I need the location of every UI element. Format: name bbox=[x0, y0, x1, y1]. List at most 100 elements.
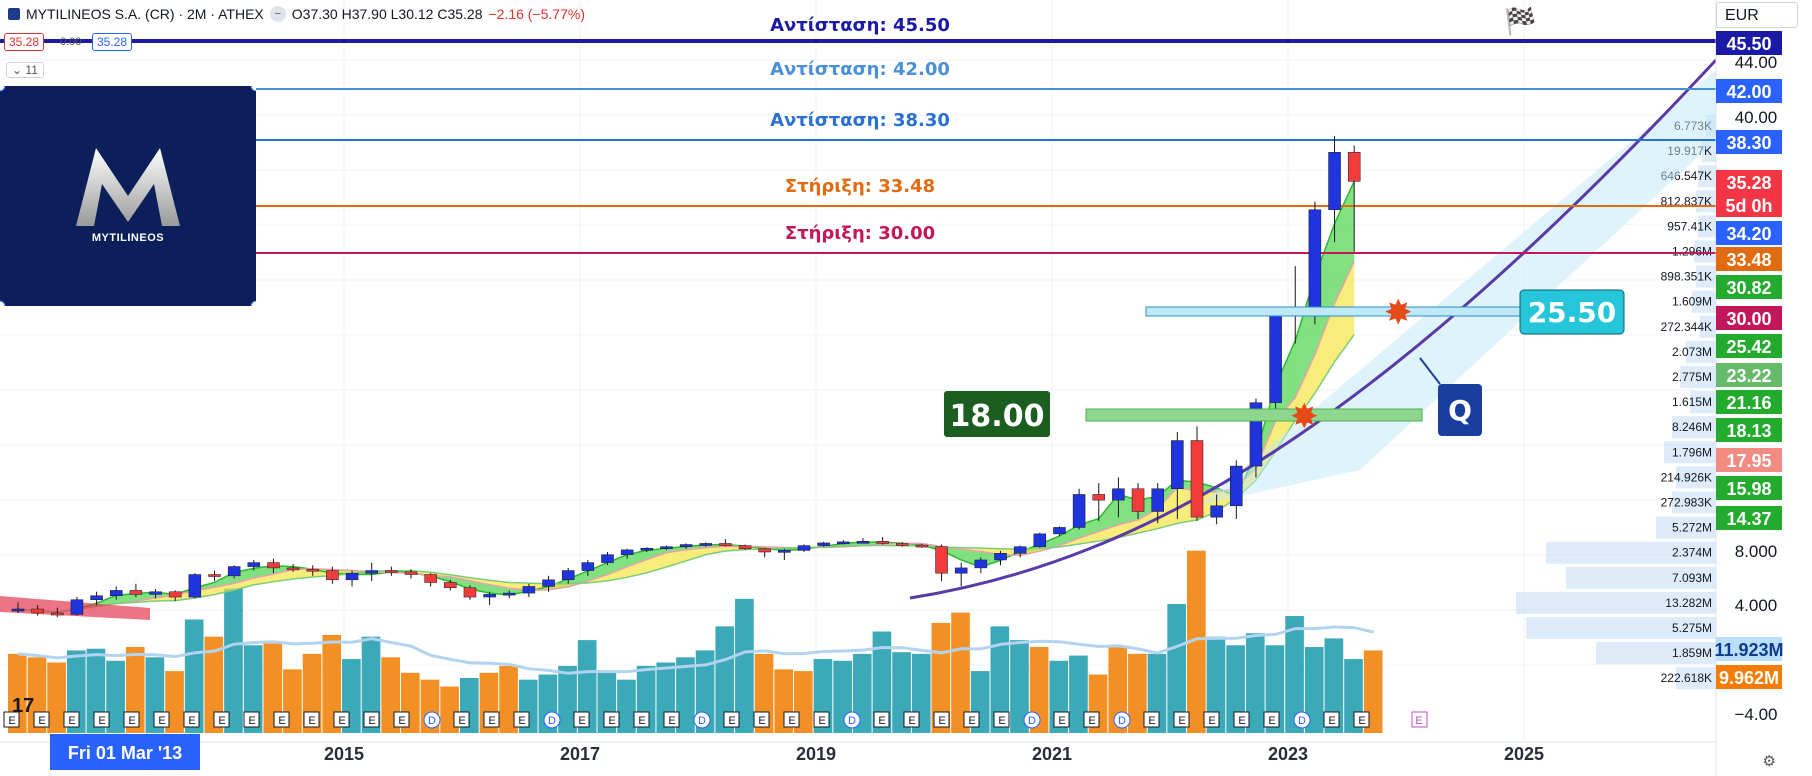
dividend-marker[interactable] bbox=[693, 711, 711, 729]
earnings-marker[interactable] bbox=[213, 711, 230, 728]
dividend-marker[interactable] bbox=[543, 711, 561, 729]
earnings-marker[interactable] bbox=[903, 711, 920, 728]
candle-body bbox=[994, 553, 1007, 561]
dividend-marker[interactable] bbox=[843, 711, 861, 729]
q-pointer bbox=[1419, 357, 1441, 385]
chevron-down-icon: ⌄ bbox=[12, 63, 23, 77]
earnings-marker[interactable] bbox=[1173, 711, 1190, 728]
earnings-marker[interactable] bbox=[573, 711, 590, 728]
burst-icon: ✸ bbox=[1290, 398, 1319, 436]
earnings-marker[interactable] bbox=[1203, 711, 1220, 728]
volume-profile-bar bbox=[1566, 566, 1716, 589]
volume-profile-label: 13.282M bbox=[1665, 596, 1712, 610]
earnings-marker[interactable] bbox=[513, 711, 530, 728]
earnings-marker[interactable] bbox=[1143, 711, 1160, 728]
earnings-marker[interactable] bbox=[993, 711, 1010, 728]
earnings-marker-label: E bbox=[998, 715, 1005, 727]
earnings-marker[interactable] bbox=[723, 711, 740, 728]
symbol-title[interactable]: MYTILINEOS S.A. (CR) · 2M · ATHEX bbox=[26, 6, 264, 22]
ask-price[interactable]: 35.28 bbox=[92, 33, 133, 51]
candle-body bbox=[31, 608, 44, 614]
price-badge bbox=[1716, 363, 1782, 387]
earnings-marker[interactable] bbox=[93, 711, 110, 728]
volume-bar bbox=[852, 653, 872, 733]
earnings-marker-label: E bbox=[488, 715, 495, 727]
earnings-marker[interactable] bbox=[1233, 711, 1250, 728]
candle-body bbox=[876, 541, 889, 544]
dividend-marker[interactable] bbox=[1113, 711, 1131, 729]
candle-body bbox=[896, 543, 909, 546]
dividend-marker[interactable] bbox=[1293, 711, 1311, 729]
candle-body bbox=[286, 567, 300, 571]
currency-selector[interactable]: EUR bbox=[1716, 2, 1798, 28]
earnings-marker[interactable] bbox=[483, 711, 500, 728]
earnings-marker[interactable] bbox=[273, 711, 290, 728]
earnings-marker[interactable] bbox=[453, 711, 470, 728]
candle-body bbox=[542, 579, 555, 587]
candle-body bbox=[227, 566, 241, 577]
hide-indicator-icon[interactable]: − bbox=[269, 6, 286, 22]
volume-profile-bar bbox=[1672, 416, 1716, 439]
earnings-marker[interactable] bbox=[1053, 711, 1070, 728]
time-axis-tick: 2017 bbox=[560, 744, 600, 764]
bid-price[interactable]: 35.28 bbox=[4, 33, 45, 51]
price-badge-label: 30.00 bbox=[1726, 309, 1771, 329]
volume-profile-bar bbox=[1680, 366, 1716, 388]
earnings-marker[interactable] bbox=[1353, 711, 1370, 728]
earnings-marker[interactable] bbox=[603, 711, 620, 728]
volume-bar bbox=[1285, 616, 1304, 733]
earnings-marker[interactable] bbox=[3, 711, 20, 728]
dividend-marker[interactable] bbox=[1023, 711, 1041, 729]
earnings-marker[interactable] bbox=[963, 711, 980, 728]
earnings-marker[interactable] bbox=[873, 711, 890, 728]
earnings-marker[interactable] bbox=[663, 711, 680, 728]
volume-profile-label: 272.344K bbox=[1661, 320, 1712, 334]
earnings-marker[interactable] bbox=[303, 711, 320, 728]
earnings-marker[interactable] bbox=[1083, 711, 1100, 728]
price-badge bbox=[1716, 221, 1782, 245]
earnings-marker[interactable] bbox=[813, 711, 830, 728]
indicators-toggle[interactable]: ⌄ 11 bbox=[6, 62, 44, 78]
earnings-marker[interactable] bbox=[243, 711, 260, 728]
earnings-marker[interactable] bbox=[933, 711, 950, 728]
earnings-marker[interactable] bbox=[1323, 711, 1340, 728]
time-cursor-badge[interactable] bbox=[50, 734, 200, 770]
earnings-marker[interactable] bbox=[333, 711, 350, 728]
earnings-marker[interactable] bbox=[783, 711, 800, 728]
earnings-marker[interactable] bbox=[633, 711, 650, 728]
earnings-marker[interactable] bbox=[753, 711, 770, 728]
candle-body bbox=[758, 548, 771, 553]
dividend-marker[interactable] bbox=[423, 711, 441, 729]
candle-body bbox=[1072, 494, 1086, 528]
candle-body bbox=[935, 546, 948, 574]
earnings-marker[interactable] bbox=[123, 711, 140, 728]
earnings-marker-label: E bbox=[608, 715, 615, 727]
earnings-marker[interactable] bbox=[393, 711, 410, 728]
earnings-marker[interactable] bbox=[33, 711, 50, 728]
earnings-marker[interactable] bbox=[153, 711, 170, 728]
earnings-marker[interactable] bbox=[1263, 711, 1280, 728]
earnings-marker[interactable] bbox=[363, 711, 380, 728]
earnings-marker-label: E bbox=[728, 715, 735, 727]
earnings-marker[interactable] bbox=[63, 711, 80, 728]
candle-body bbox=[1033, 533, 1047, 547]
candle-body bbox=[110, 590, 123, 596]
earnings-marker[interactable] bbox=[183, 711, 200, 728]
earnings-marker-label: E bbox=[128, 715, 135, 727]
earnings-marker-label: E bbox=[818, 715, 825, 727]
candle-body bbox=[1269, 313, 1282, 403]
callout-25-badge bbox=[1519, 289, 1625, 335]
earnings-marker-label: E bbox=[1238, 715, 1245, 727]
settings-gear-icon[interactable]: ⚙ bbox=[1762, 753, 1776, 770]
earnings-marker-label: E bbox=[908, 715, 915, 727]
candle-body bbox=[70, 599, 84, 615]
future-earnings-marker[interactable] bbox=[1411, 711, 1428, 728]
candle-body bbox=[915, 544, 929, 548]
candle-body bbox=[51, 612, 64, 616]
volume-profile-bar bbox=[1690, 391, 1716, 414]
earnings-marker-label: E bbox=[38, 715, 45, 727]
volume-bar bbox=[165, 671, 184, 733]
volume-profile-bar bbox=[1526, 617, 1716, 639]
